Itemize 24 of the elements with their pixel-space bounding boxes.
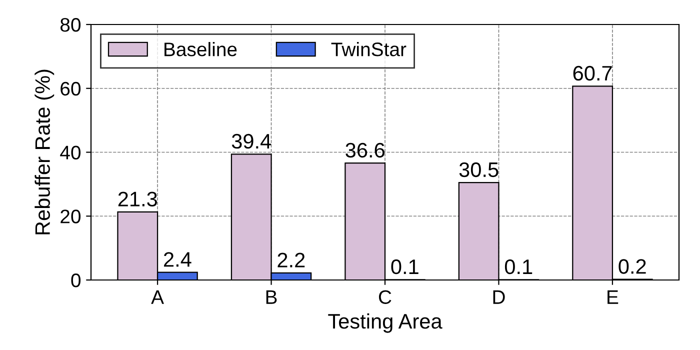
x-tick-label: E	[608, 290, 618, 304]
data-label: 0.2	[618, 259, 646, 274]
data-label: 0.1	[504, 259, 532, 274]
y-tick-label: 60	[60, 82, 81, 96]
x-axis-title: Testing Area	[328, 313, 442, 333]
y-tick-label: 0	[71, 273, 81, 288]
legend-label: Baseline	[164, 42, 237, 56]
x-tick-label: D	[493, 290, 505, 304]
legend-label: TwinStar	[331, 42, 406, 56]
x-tick-label: A	[151, 290, 164, 304]
data-label: 2.2	[278, 252, 305, 268]
y-axis-title: Rebuffer Rate (%)	[34, 70, 54, 234]
y-tick-label: 80	[60, 18, 81, 32]
data-label: 30.5	[459, 162, 498, 178]
y-tick-label: 40	[60, 146, 81, 160]
x-tick-label: B	[266, 290, 277, 304]
data-label: 60.7	[573, 66, 612, 81]
data-label: 21.3	[118, 192, 157, 206]
data-label: 2.4	[164, 252, 192, 267]
data-label: 39.4	[232, 134, 272, 149]
x-tick-label: C	[378, 290, 392, 304]
y-tick-label: 20	[60, 210, 81, 224]
data-label: 36.6	[346, 142, 384, 158]
data-label: 0.1	[391, 259, 418, 274]
